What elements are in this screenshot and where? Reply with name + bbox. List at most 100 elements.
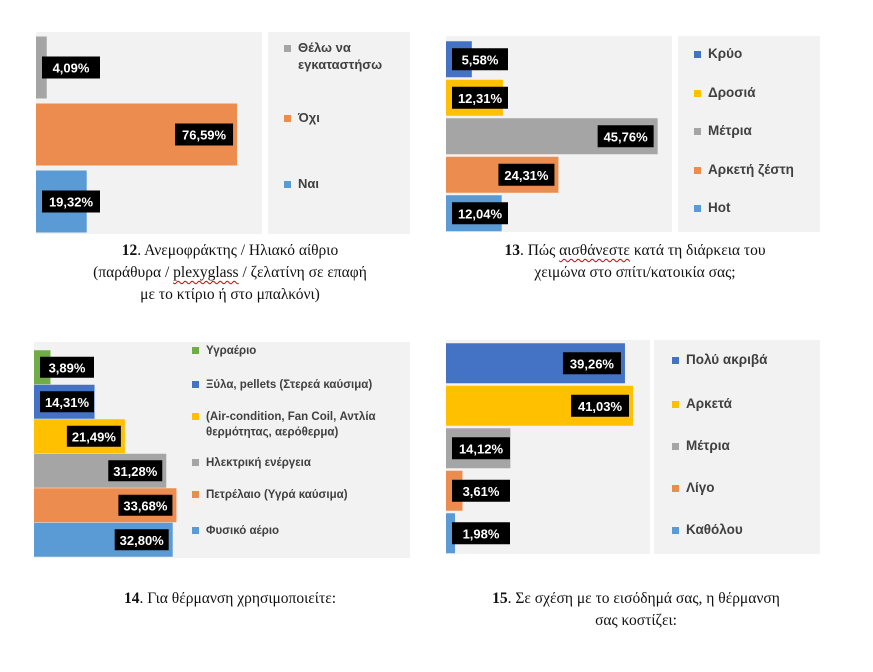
q15-data-label-3: 3,61% [463,484,500,499]
q14-legend-swatch-3 [192,459,199,466]
q15-legend-label-1-0: Αρκετά [686,396,733,411]
q14-legend-label-4-0: Πετρέλαιο (Υγρά καύσιμα) [206,489,348,501]
q15-label-box-0 [562,352,621,375]
q15-legend-swatch-4 [672,527,679,534]
q13-legend-label-3-0: Αρκετή ζέστη [708,162,794,177]
caption-q13-text-c: κατά τη διάρκεια του [629,242,766,259]
q14-label-box-4 [118,494,173,516]
caption-q14-text: . Για θέρμανση χρησιμοποιείτε: [139,590,337,607]
q14-legend-label-2-1: θερμότητας, αερόθερμα) [206,427,338,439]
caption-q13-text-a: . Πώς [519,242,560,259]
q12-legend-label-0-0: Θέλω να [298,40,351,55]
q14-data-label-4: 33,68% [123,498,168,513]
q14-legend-label-3-0: Ηλεκτρική ενέργεια [206,457,311,469]
q14-label-box-1 [40,391,94,413]
caption-q14-number: 14 [123,590,140,607]
q14-legend-swatch-0 [192,347,199,354]
q12-legend-swatch-2 [284,181,291,188]
q13-legend-items: Κρύο Δροσιά Μέτρια Αρκετή ζέστη Hot [694,46,794,215]
caption-q13-number: 13 [504,242,520,259]
q15-data-label-0: 39,26% [570,356,615,371]
q14-label-box-5 [114,529,169,551]
q14-data-label-3: 31,28% [113,464,158,479]
q14-label-box-3 [108,460,163,482]
q15-bars: 39,26% 41,03% 14,12% 3,61% 1,98% [446,343,634,554]
caption-q13-line2: χειμώνα στο σπίτι/κατοικία σας; [534,264,736,281]
q12-label-box-1 [175,123,234,146]
q15-label-box-2 [452,437,510,460]
q13-legend-swatch-2 [694,128,701,135]
q12-label-box-0 [42,56,100,79]
q15-data-label-4: 1,98% [463,526,500,541]
caption-q15-number: 15 [492,590,508,607]
q12-legend-label-2-0: Ναι [298,176,319,191]
q15-legend-swatch-1 [672,401,679,408]
q15-plot-area: 39,26% 41,03% 14,12% 3,61% 1,98% [446,340,650,554]
q14-legend-swatch-1 [192,381,199,388]
q14-data-label-5: 32,80% [120,533,165,548]
q14-legend-swatch-2 [192,413,199,420]
caption-q12-line2b: plexyglass [173,264,239,281]
caption-q15: 15. Σε σχέση με το εισόδημά σας, η θέρμα… [436,588,836,632]
q15-legend-label-2-0: Μέτρια [686,438,730,453]
q12-legend-label-0-1: εγκαταστήσω [298,57,382,72]
q15-legend: Πολύ ακριβά Αρκετά Μέτρια Λίγο Καθόλου [654,340,820,554]
q13-legend-swatch-1 [694,90,701,97]
caption-q12-line2c: / ζελατίνη σε επαφή [238,264,367,281]
q15-legend-label-3-0: Λίγο [686,480,715,495]
caption-q12-number: 12 [121,242,138,259]
q14-legend: Υγραέριο Ξύλα, pellets (Στερεά καύσιμα) (A… [186,342,410,558]
q15-legend-swatch-0 [672,357,679,364]
q13-plot-area: 5,58% 12,31% 45,76% 24,31% 12,04% [446,36,672,232]
q15-legend-items: Πολύ ακριβά Αρκετά Μέτρια Λίγο Καθόλου [672,352,768,537]
q13-legend-swatch-3 [694,167,701,174]
q12-data-label-1: 76,59% [182,128,227,143]
q15-legend-swatch-3 [672,485,679,492]
q14-legend-swatch-4 [192,491,199,498]
q15-label-box-3 [452,479,510,502]
q12-bars: 4,09% 76,59% 19,32% [36,36,238,233]
q13-data-label-3: 24,31% [504,168,549,183]
q14-legend-label-0-0: Υγραέριο [206,345,256,357]
q12-legend-swatch-0 [284,45,291,52]
q13-bars: 5,58% 12,31% 45,76% 24,31% 12,04% [446,41,658,232]
caption-q13-text-b: αισθάνεστε [559,242,630,259]
q14-legend-label-5-0: Φυσικό αέριο [206,525,279,537]
q12-plot-area: 4,09% 76,59% 19,32% [36,32,262,234]
q13-legend-label-2-0: Μέτρια [708,123,752,138]
q12-data-label-2: 19,32% [49,195,94,210]
q14-data-label-2: 21,49% [72,429,117,444]
caption-q15-line2: σας κοστίζει: [595,612,677,629]
q13-legend-label-4-0: Hot [708,200,731,215]
q13-data-label-2: 45,76% [604,129,649,144]
q15-legend-label-4-0: Καθόλου [686,522,743,537]
q13-legend-label-0-0: Κρύο [708,46,742,61]
q12-label-box-2 [42,190,100,213]
q12-legend-items: Θέλω να εγκαταστήσω Όχι Ναι [284,40,382,191]
q13-legend-swatch-0 [694,51,701,58]
caption-q14: 14. Για θέρμανση χρησιμοποιείτε: [40,588,420,610]
q12-legend-label-1-0: Όχι [297,110,320,125]
q15-label-box-4 [452,522,510,545]
q13-data-label-0: 5,58% [462,52,499,67]
q13-legend-swatch-4 [694,205,701,212]
q12-legend-swatch-1 [284,115,291,122]
q14-data-label-0: 3,89% [49,360,86,375]
q14-legend-swatch-5 [192,527,199,534]
caption-q15-text: . Σε σχέση με το εισόδημά σας, η θέρμανσ… [507,590,780,607]
caption-q12-text: . Ανεμοφράκτης / Ηλιακό αίθριο [137,242,339,259]
q12-legend: Θέλω να εγκαταστήσω Όχι Ναι [268,32,410,234]
q13-label-box-1 [452,86,508,109]
q14-legend-label-2-0: (Air-condition, Fan Coil, Αντλία [206,411,376,423]
q14-data-label-1: 14,31% [45,395,90,410]
q14-bars: 3,89% 14,31% 21,49% 31,28% 33,68% 32,80% [34,350,177,557]
q12-bar-0 [36,36,47,99]
q13-label-box-2 [597,125,654,148]
q15-legend-swatch-2 [672,443,679,450]
caption-q12-line3: με το κτίριο ή στο μπαλκόνι) [140,286,320,303]
q13-legend-label-1-0: Δροσιά [708,85,756,100]
q15-bar-4 [446,513,456,554]
q14-label-box-0 [40,356,94,378]
q15-label-box-1 [571,394,630,417]
q15-data-label-1: 41,03% [578,399,623,414]
